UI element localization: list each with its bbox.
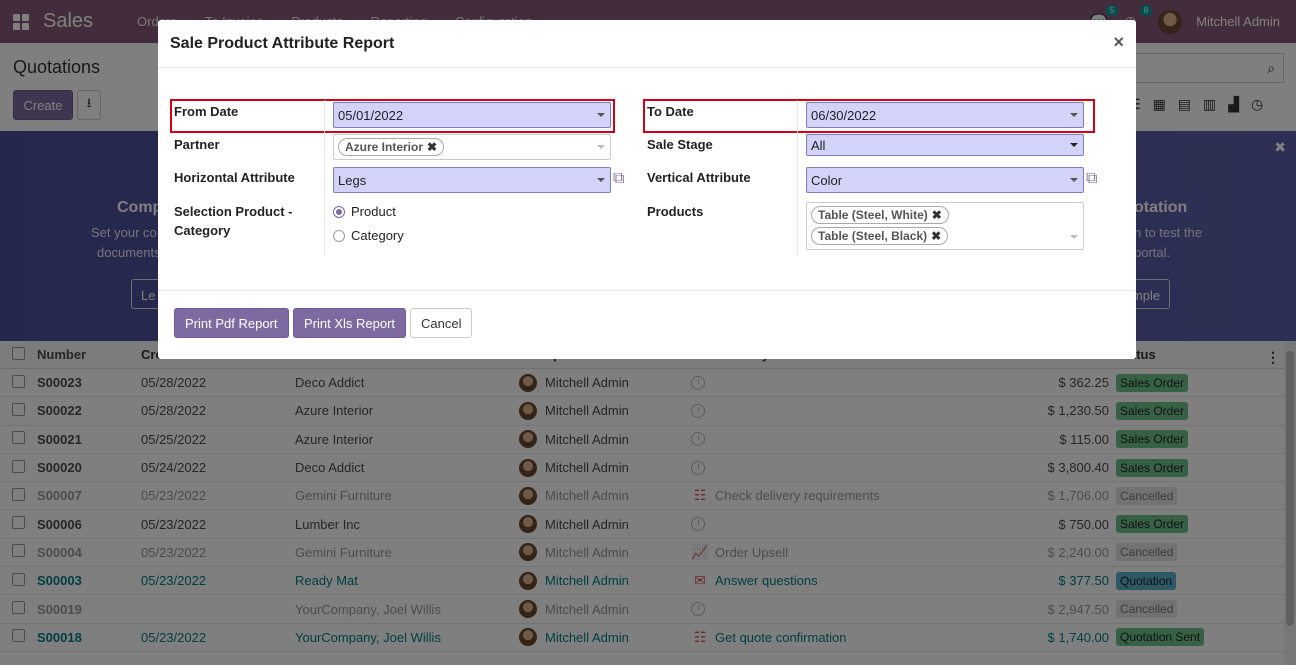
from-date-highlight-box bbox=[170, 99, 615, 133]
to-date-value: 06/30/2022 bbox=[811, 108, 877, 123]
vertical-attribute-caret-icon[interactable] bbox=[1070, 178, 1078, 182]
tag-remove-icon[interactable]: ✖ bbox=[427, 140, 438, 154]
sale-stage-label: Sale Stage bbox=[647, 137, 713, 152]
external-link-icon[interactable]: ⧉ bbox=[1086, 170, 1098, 187]
right-divider bbox=[797, 100, 798, 256]
radio-product-dot[interactable] bbox=[333, 205, 345, 218]
horizontal-attribute-label: Horizontal Attribute bbox=[174, 170, 295, 185]
from-date-value: 05/01/2022 bbox=[338, 108, 404, 123]
products-field[interactable]: Table (Steel, White) ✖ Table (Steel, Blac… bbox=[806, 202, 1084, 250]
to-date-label: To Date bbox=[647, 104, 694, 119]
from-date-caret-icon[interactable] bbox=[597, 113, 605, 117]
dialog-title: Sale Product Attribute Report bbox=[170, 35, 395, 52]
print-pdf-button[interactable]: Print Pdf Report bbox=[174, 308, 289, 338]
vertical-attribute-field[interactable]: Color bbox=[806, 167, 1084, 193]
partner-tag: Azure Interior ✖ bbox=[338, 138, 445, 156]
products-label: Products bbox=[647, 204, 704, 219]
to-date-caret-icon[interactable] bbox=[1070, 113, 1078, 117]
cancel-button[interactable]: Cancel bbox=[410, 308, 473, 338]
tag-remove-icon[interactable]: ✖ bbox=[931, 229, 942, 243]
print-xls-button[interactable]: Print Xls Report bbox=[293, 308, 407, 338]
product-tag: Table (Steel, Black) ✖ bbox=[811, 227, 949, 245]
horizontal-attribute-field[interactable]: Legs bbox=[333, 167, 611, 193]
products-caret-icon[interactable] bbox=[1070, 235, 1078, 239]
dialog-footer: Print Pdf Report Print Xls Report Cancel bbox=[158, 290, 1136, 358]
partner-caret-icon[interactable] bbox=[597, 145, 605, 149]
to-date-highlight-box bbox=[643, 99, 1095, 133]
product-tag: Table (Steel, White) ✖ bbox=[811, 206, 949, 224]
partner-label: Partner bbox=[174, 137, 220, 152]
from-date-label: From Date bbox=[174, 104, 239, 119]
radio-category[interactable]: Category bbox=[333, 228, 404, 243]
close-icon[interactable]: × bbox=[1113, 32, 1124, 52]
from-date-field[interactable]: 05/01/2022 bbox=[333, 102, 611, 128]
to-date-field[interactable]: 06/30/2022 bbox=[806, 102, 1084, 128]
sale-stage-select[interactable]: All bbox=[806, 134, 1084, 156]
radio-product[interactable]: Product bbox=[333, 204, 396, 219]
partner-field[interactable]: Azure Interior ✖ bbox=[333, 134, 611, 160]
sale-stage-caret-icon[interactable] bbox=[1070, 143, 1078, 147]
vertical-attribute-label: Vertical Attribute bbox=[647, 170, 751, 185]
radio-category-dot[interactable] bbox=[333, 229, 345, 242]
selection-label-1: Selection Product - bbox=[174, 204, 293, 219]
dialog-header: Sale Product Attribute Report × bbox=[158, 20, 1136, 68]
horizontal-attribute-caret-icon[interactable] bbox=[597, 178, 605, 182]
tag-remove-icon[interactable]: ✖ bbox=[931, 208, 942, 222]
external-link-icon[interactable]: ⧉ bbox=[613, 170, 625, 187]
left-divider bbox=[324, 100, 325, 256]
report-dialog: Sale Product Attribute Report × From Dat… bbox=[158, 20, 1136, 359]
dialog-body: From Date 05/01/2022 Partner Azure Inter… bbox=[158, 68, 1136, 290]
selection-label-2: Category bbox=[174, 223, 231, 238]
